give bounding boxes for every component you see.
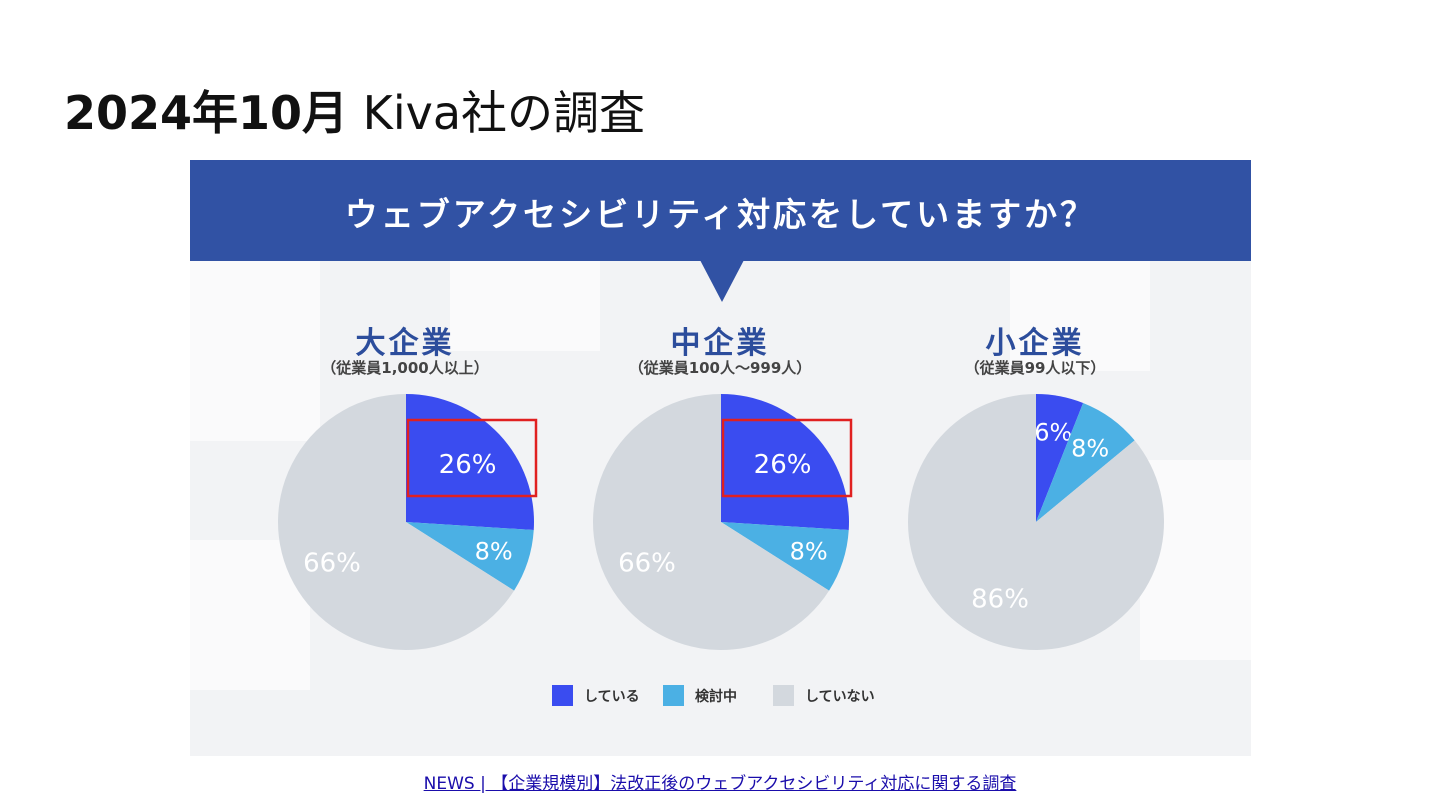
group-title-small: 小企業: [985, 326, 1085, 361]
slide-title-date: 2024年10月: [64, 86, 349, 140]
pie-slice-considering: [721, 522, 849, 591]
pie-label-doing: 26%: [754, 450, 812, 480]
legend-swatch-doing: [552, 685, 573, 706]
pie-label-considering: 8%: [475, 537, 513, 565]
group-subtitle-medium: （従業員100人〜999人）: [628, 359, 812, 377]
pie-slice-not-doing: [278, 394, 515, 650]
pie-label-not-doing: 66%: [303, 549, 361, 579]
pie-label-not-doing: 66%: [618, 549, 676, 579]
group-subtitle-small: （従業員99人以下）: [964, 359, 1106, 377]
slide-title: 2024年10月 Kiva社の調査: [64, 82, 645, 144]
background-tile: [1010, 261, 1150, 371]
highlight-box: [406, 418, 538, 498]
group-title-medium: 中企業: [670, 326, 770, 361]
question-banner: ウェブアクセシビリティ対応をしていますか？: [190, 160, 1251, 261]
background-tile: [450, 261, 600, 351]
legend-label-considering: 検討中: [695, 689, 737, 705]
banner-pointer: [700, 260, 744, 302]
question-text: ウェブアクセシビリティ対応をしていますか？: [344, 195, 1097, 234]
pie-label-considering: 8%: [1071, 434, 1109, 462]
group-title-large: 大企業: [355, 326, 455, 361]
legend-swatch-not-doing: [773, 685, 794, 706]
pie-slice-not-doing: [593, 394, 830, 650]
background-tile: [190, 261, 320, 441]
slide-title-rest: Kiva社の調査: [348, 86, 646, 140]
source-news-link[interactable]: NEWS | 【企業規模別】法改正後のウェブアクセシビリティ対応に関する調査: [423, 774, 1017, 794]
pie-charts: 26%8%66%26%8%66%6%8%86%: [278, 394, 1164, 650]
pie-label-considering: 8%: [790, 537, 828, 565]
pie-slice-considering: [1036, 402, 1135, 522]
pie-slice-not-doing: [908, 394, 1164, 650]
group-subtitle-large: （従業員1,000人以上）: [321, 359, 489, 377]
legend-label-not-doing: していない: [805, 689, 875, 705]
pie-label-not-doing: 86%: [971, 584, 1029, 614]
survey-infographic: ウェブアクセシビリティ対応をしていますか？ 大企業 （従業員1,000人以上） …: [190, 160, 1251, 756]
highlight-box: [721, 418, 853, 498]
pie-slice-doing: [1036, 394, 1084, 522]
pie-slice-considering: [406, 522, 534, 591]
pie-label-doing: 26%: [439, 450, 497, 480]
legend-label-doing: している: [584, 689, 640, 705]
pie-label-doing: 6%: [1034, 418, 1072, 446]
legend-swatch-considering: [663, 685, 684, 706]
